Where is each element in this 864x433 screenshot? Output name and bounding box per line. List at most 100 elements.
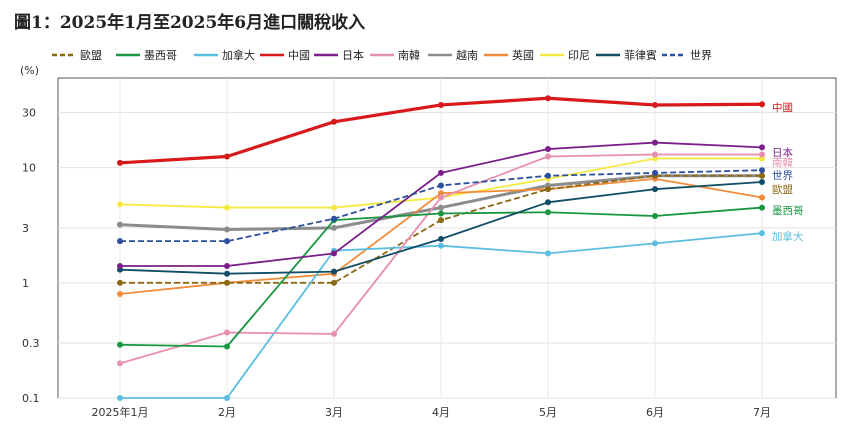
data-point: [331, 330, 337, 337]
legend-entry: 歐盟: [80, 48, 102, 62]
legend-entry: 印尼: [568, 49, 590, 62]
y-tick-label: 3: [22, 222, 29, 235]
page-title: 圖1：2025年1月至2025年6月進口關稅收入: [14, 13, 366, 33]
data-point: [759, 172, 765, 179]
data-point: [545, 199, 551, 206]
data-point: [224, 204, 230, 211]
data-point: [545, 153, 551, 160]
data-point: [117, 341, 123, 348]
data-point: [331, 250, 337, 257]
series-end-label: 歐盟: [772, 183, 793, 196]
data-point: [117, 360, 123, 367]
data-point: [652, 139, 658, 146]
x-tick-label: 3月: [325, 406, 343, 419]
data-point: [224, 153, 230, 160]
legend-entry: 世界: [690, 49, 712, 62]
series-lines: [117, 95, 765, 401]
x-tick-label: 2025年1月: [92, 405, 149, 419]
data-point: [759, 101, 765, 108]
y-tick-label: 0.3: [22, 337, 40, 350]
data-point: [224, 262, 230, 269]
data-point: [438, 217, 444, 224]
series-end-label: 中國: [772, 101, 793, 114]
x-tick-label: 6月: [646, 406, 664, 419]
data-point: [117, 262, 123, 269]
data-point: [438, 242, 444, 249]
series-end-label: 世界: [772, 170, 793, 182]
data-point: [438, 210, 444, 217]
data-point: [759, 204, 765, 211]
series-end-label: 加拿大: [772, 230, 804, 243]
x-tick-label: 5月: [539, 406, 557, 419]
legend-entry: 中國: [288, 49, 310, 62]
legend-entry: 越南: [456, 48, 478, 62]
legend: 歐盟 墨西哥 加拿大 中國 日本 南韓 越南 英國 印尼 菲律賓 世界: [52, 48, 712, 62]
x-tick-label: 2月: [218, 406, 236, 419]
data-point: [224, 226, 230, 233]
data-point: [759, 230, 765, 237]
data-point: [117, 221, 123, 228]
data-point: [652, 186, 658, 193]
legend-entry: 菲律賓: [624, 48, 657, 62]
y-tick-label: 10: [22, 162, 36, 175]
y-tick-label: 30: [22, 107, 36, 120]
data-point: [117, 279, 123, 286]
series-end-label: 墨西哥: [772, 205, 804, 217]
data-point: [652, 151, 658, 158]
data-point: [652, 213, 658, 220]
data-point: [224, 238, 230, 245]
data-point: [224, 279, 230, 286]
data-point: [545, 209, 551, 216]
data-point: [224, 329, 230, 336]
y-tick-label: 1: [22, 277, 29, 290]
x-axis-ticks: 2025年1月 2月 3月 4月 5月 6月 7月: [92, 405, 772, 419]
data-point: [545, 172, 551, 179]
legend-entry: 日本: [342, 48, 364, 62]
legend-entry: 加拿大: [222, 48, 255, 62]
data-point: [331, 204, 337, 211]
y-tick-label: 0.1: [22, 392, 40, 405]
data-point: [438, 236, 444, 243]
legend-entry: 英國: [512, 48, 534, 62]
data-point: [438, 169, 444, 176]
legend-entry: 南韓: [398, 49, 420, 62]
y-axis-label: (%): [20, 64, 39, 77]
data-point: [652, 240, 658, 247]
data-point: [331, 268, 337, 275]
data-point: [438, 194, 444, 201]
data-point: [117, 159, 123, 166]
data-point: [438, 182, 444, 189]
data-point: [224, 270, 230, 277]
data-point: [438, 101, 444, 108]
y-axis-ticks: 0.1 0.3 1 3 10 30: [22, 107, 40, 405]
data-point: [331, 224, 337, 231]
data-point: [759, 194, 765, 201]
series-end-label: 南韓: [772, 156, 793, 169]
data-point: [117, 395, 123, 401]
data-point: [545, 250, 551, 257]
data-point: [224, 395, 230, 401]
data-point: [224, 343, 230, 350]
data-point: [545, 95, 551, 102]
data-point: [759, 151, 765, 158]
data-point: [331, 215, 337, 222]
data-point: [545, 186, 551, 193]
data-point: [652, 169, 658, 176]
data-point: [117, 238, 123, 245]
data-point: [652, 101, 658, 108]
data-point: [331, 279, 337, 286]
legend-entry: 墨西哥: [144, 49, 177, 62]
x-tick-label: 4月: [432, 406, 450, 419]
x-tick-label: 7月: [753, 406, 771, 419]
data-point: [117, 201, 123, 208]
data-point: [117, 290, 123, 297]
data-point: [759, 179, 765, 186]
data-point: [759, 167, 765, 174]
data-point: [759, 144, 765, 151]
series-end-label: 日本: [772, 146, 793, 159]
data-point: [331, 118, 337, 125]
data-point: [438, 190, 444, 197]
data-point: [545, 146, 551, 153]
